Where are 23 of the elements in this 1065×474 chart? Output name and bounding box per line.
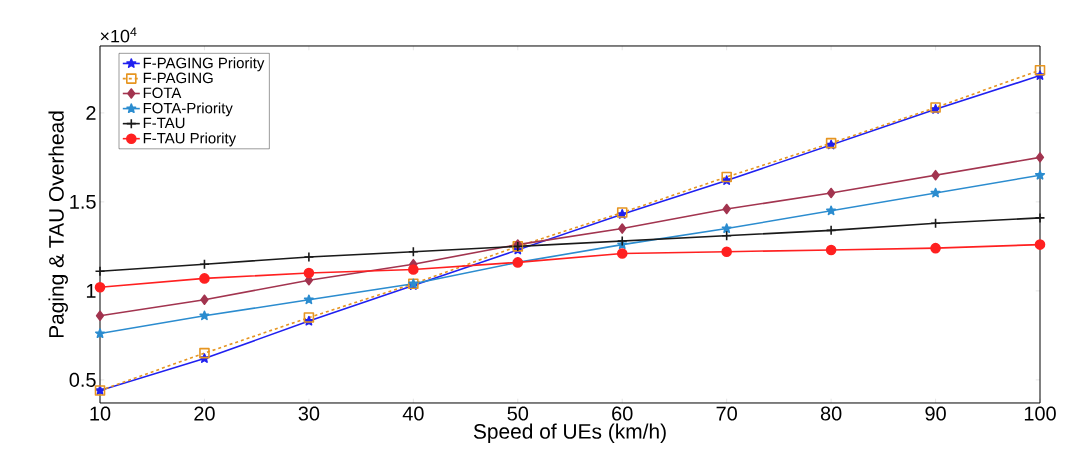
x-tick-label: 60	[612, 406, 633, 421]
y-tick-label: 2	[86, 105, 96, 120]
x-tick-label: 80	[820, 406, 842, 421]
y-tick-label: 1.5	[70, 194, 96, 209]
x-tick-label: 70	[716, 406, 737, 421]
legend-label: F-TAU Priority	[143, 132, 237, 147]
x-tick-label: 90	[925, 406, 946, 421]
x-axis-title: Speed of UEs (km/h)	[473, 423, 666, 443]
legend-label: FOTA-Priority	[143, 102, 233, 117]
x-tick-label: 30	[298, 406, 320, 421]
legend-label: FOTA	[143, 87, 182, 99]
y-axis-title: Paging & TAU Overhead	[48, 111, 68, 338]
legend-label: F-TAU	[143, 117, 185, 129]
x-tick-label: 50	[507, 406, 529, 421]
y-tick-label: 0.5	[69, 372, 96, 387]
x-tick-label: 40	[402, 406, 424, 421]
legend-label: F-PAGING	[143, 72, 213, 84]
legend-label: F-PAGING Priority	[143, 57, 265, 72]
x-tick-label: 10	[90, 406, 111, 421]
x-tick-label: 20	[194, 406, 215, 421]
x-tick-label: 100	[1024, 406, 1056, 421]
text: ×10$^{4}$	[100, 27, 137, 43]
y-tick-label: 1	[86, 284, 96, 298]
